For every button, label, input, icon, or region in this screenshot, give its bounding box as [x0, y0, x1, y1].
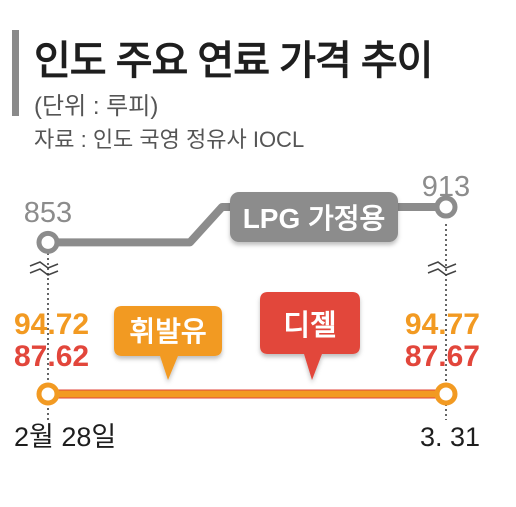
source-label: 자료 : 인도 국영 정유사 IOCL — [34, 127, 305, 152]
gasoline-value-end: 94.77 — [405, 308, 480, 341]
fuel-point-start — [36, 382, 60, 406]
gasoline-value-start: 94.72 — [14, 308, 89, 341]
axis-break-left — [29, 261, 59, 276]
lpg-value-start: 853 — [24, 197, 72, 229]
diesel-value-end: 87.67 — [405, 340, 480, 373]
x-tick-label-start: 2월 28일 — [14, 422, 116, 452]
gasoline-series-label-text: 휘발유 — [129, 316, 206, 347]
diesel-series-label — [260, 292, 360, 380]
lpg-series-label — [230, 192, 398, 242]
x-tick-label-end: 3. 31 — [420, 422, 480, 452]
unit-label: (단위 : 루피) — [34, 93, 159, 120]
lpg-point-end — [434, 195, 458, 219]
axis-break-right — [427, 261, 457, 276]
lpg-value-end: 913 — [422, 171, 470, 203]
diesel-series-label-text: 디젤 — [283, 309, 336, 342]
gasoline-series-label — [114, 306, 222, 380]
title-accent-bar — [12, 30, 19, 116]
lpg-series-label-text: LPG 가정용 — [243, 203, 386, 234]
diesel-value-start: 87.62 — [14, 340, 89, 373]
lpg-point-start — [36, 230, 60, 254]
fuel-point-end — [434, 382, 458, 406]
chart-title: 인도 주요 연료 가격 추이 — [34, 39, 433, 83]
